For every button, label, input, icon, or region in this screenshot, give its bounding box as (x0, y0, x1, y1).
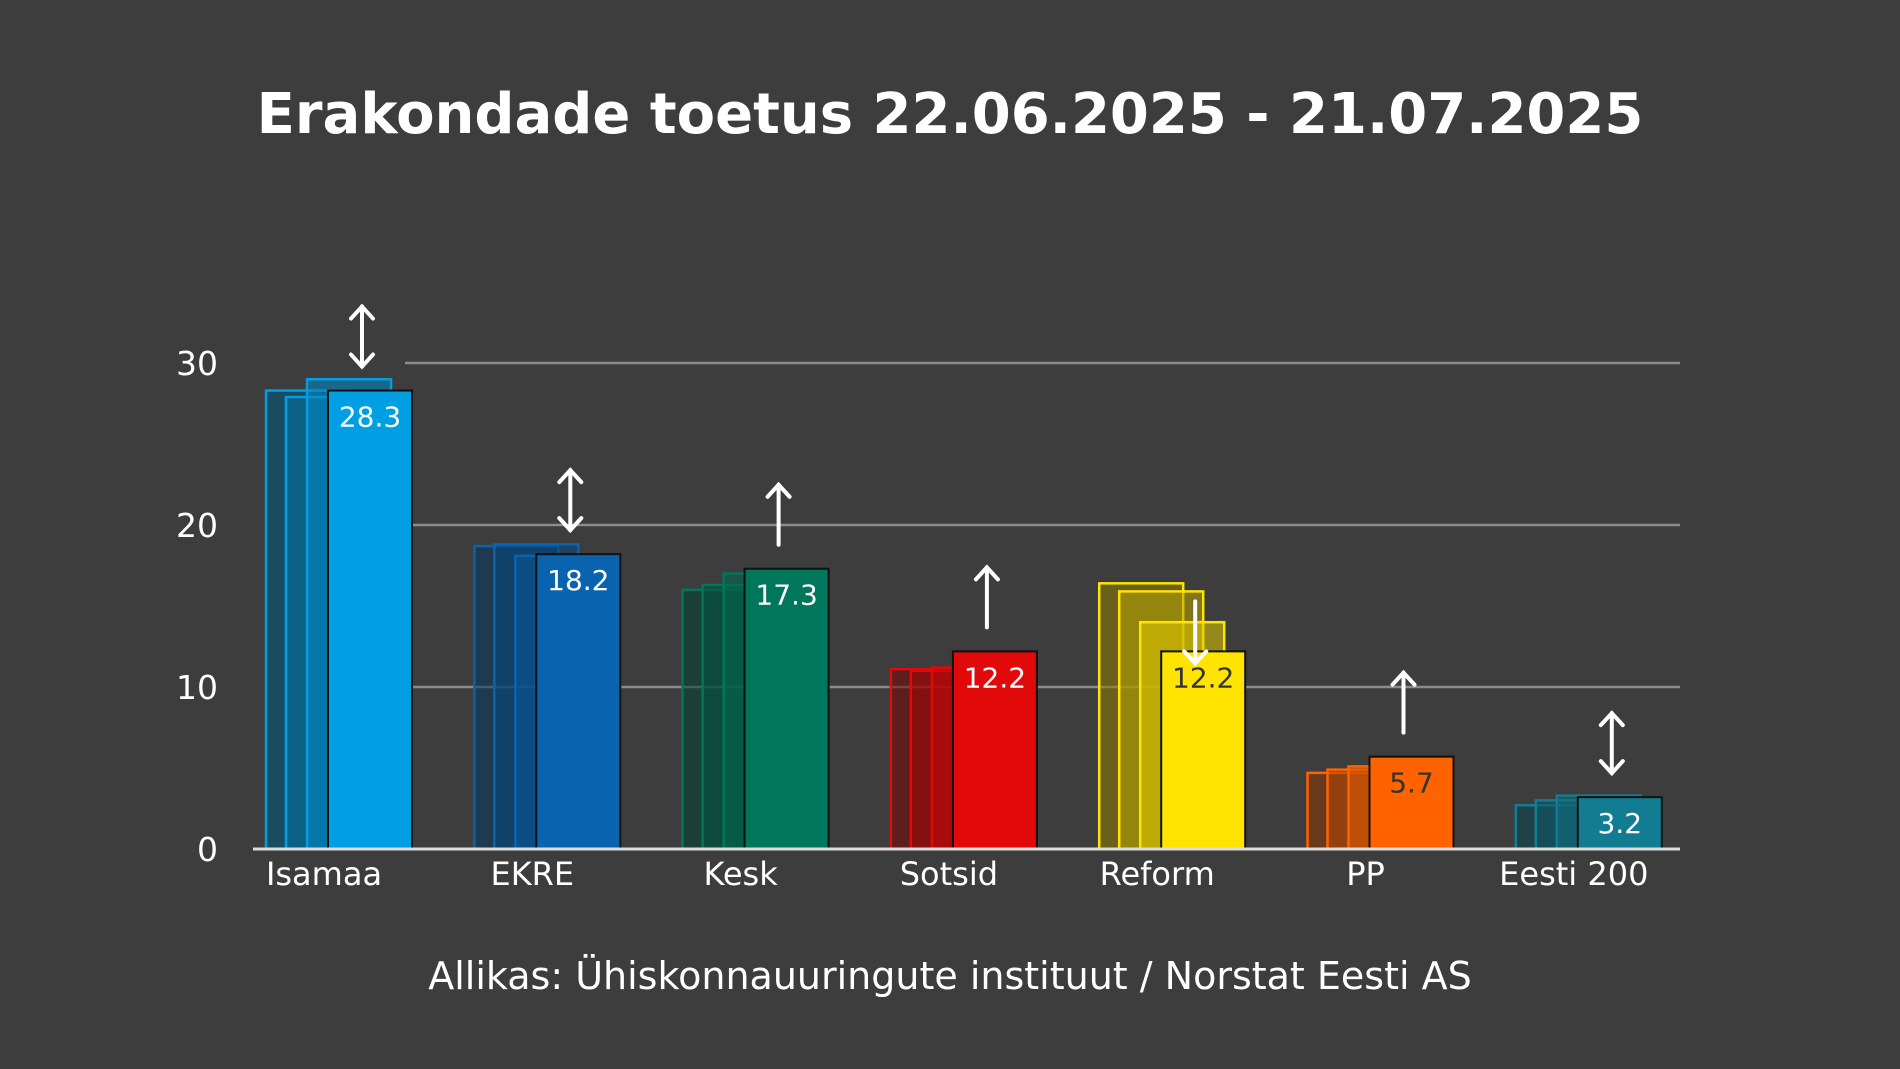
bar-value-label: 18.2 (547, 564, 609, 597)
x-tick-label: Eesti 200 (1499, 855, 1648, 893)
arrow-down-icon (1182, 649, 1209, 667)
x-tick-label: EKRE (490, 855, 574, 893)
y-tick-label: 30 (176, 344, 218, 383)
x-tick-label: PP (1346, 855, 1385, 893)
arrow-up-icon (349, 303, 375, 321)
x-tick-label: Kesk (703, 855, 778, 893)
arrow-up-icon (1598, 710, 1625, 728)
bar (1368, 755, 1455, 850)
bar (1160, 650, 1247, 850)
arrow-down-icon (1598, 759, 1625, 777)
arrow-up-icon (557, 467, 584, 485)
x-tick-label: Reform (1100, 855, 1215, 893)
arrow-up-icon (1390, 669, 1417, 687)
arrow-up-icon (765, 481, 792, 499)
arrow-down-icon (349, 352, 375, 370)
bar (535, 553, 622, 850)
bar (743, 567, 830, 850)
bar-value-label: 12.2 (1172, 661, 1234, 694)
arrow-up-icon (973, 564, 1000, 582)
bar-value-label: 17.3 (755, 579, 817, 612)
arrow-down-icon (557, 516, 584, 534)
x-tick-label: Isamaa (266, 855, 382, 893)
y-tick-label: 10 (176, 668, 218, 707)
bar-value-label: 12.2 (964, 661, 1026, 694)
chart-title: Erakondade toetus 22.06.2025 - 21.07.202… (256, 82, 1644, 147)
bar-value-label: 3.2 (1598, 807, 1643, 840)
bar-value-label: 5.7 (1389, 767, 1434, 800)
y-tick-label: 20 (176, 506, 218, 545)
bar (327, 389, 413, 850)
bar-value-label: 28.3 (339, 401, 401, 434)
x-tick-label: Sotsid (900, 855, 998, 893)
y-tick-label: 0 (197, 830, 218, 869)
chart-source: Allikas: Ühiskonnauuringute instituut / … (428, 954, 1472, 998)
